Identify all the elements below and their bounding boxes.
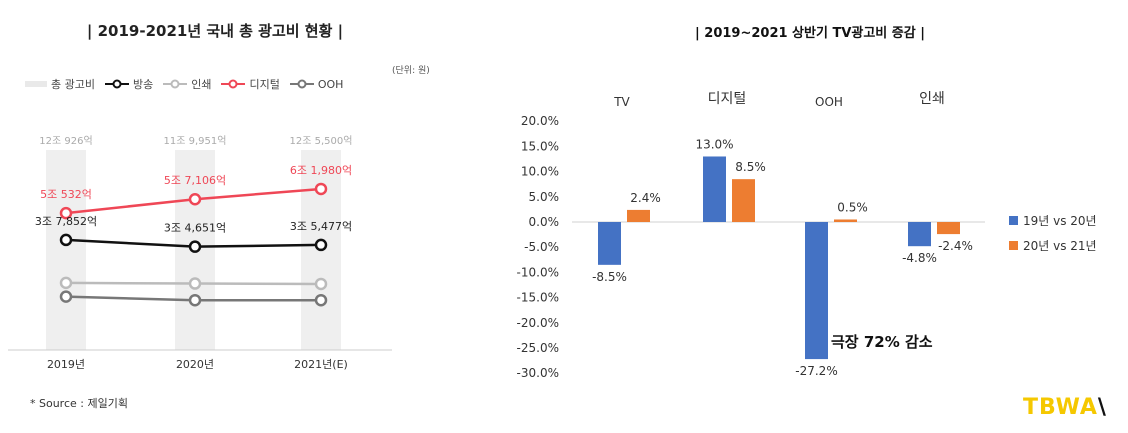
data-point <box>314 182 328 196</box>
y-tick-label: -15.0% <box>517 291 559 305</box>
bar <box>937 222 960 235</box>
data-label: -4.8% <box>902 251 937 265</box>
data-point <box>314 238 328 252</box>
annotation-text: 극장 72% 감소 <box>831 333 933 351</box>
bar <box>908 222 931 247</box>
right-chart-legend: 19년 vs 20년 20년 vs 21년 <box>1009 212 1097 262</box>
data-label: 3조 4,651억 <box>164 222 226 235</box>
data-label: 3조 7,852억 <box>35 215 97 228</box>
total-label: 11조 9,951억 <box>164 135 227 147</box>
legend-item-print: 인쇄 <box>163 76 211 92</box>
legend-item-digital: 디지털 <box>221 76 280 92</box>
category-label: TV <box>613 95 630 109</box>
bar <box>805 222 828 360</box>
total-label: 12조 5,500억 <box>290 135 353 147</box>
y-tick-label: -20.0% <box>517 316 559 330</box>
bar <box>703 156 726 222</box>
y-tick-label: -25.0% <box>517 341 559 355</box>
left-chart-legend: 총 광고비 방송 인쇄 디지털 OOH <box>25 76 343 92</box>
category-label: 디지털 <box>708 91 747 107</box>
y-tick-label: 0.0% <box>529 215 560 229</box>
data-point <box>314 293 328 307</box>
tv-ad-change-chart: 20.0% 15.0% 10.0% 5.0% 0.0% -5.0% -10.0% -15.0%… <box>517 91 985 380</box>
legend-item-19v20: 19년 vs 20년 <box>1009 212 1097 229</box>
legend-label: 방송 <box>132 78 154 91</box>
total-bar <box>46 150 86 350</box>
x-tick-label: 2020년 <box>176 358 214 371</box>
total-label: 12조 926억 <box>39 135 92 147</box>
data-point <box>188 192 202 206</box>
total-ad-spend-chart: 12조 926억 11조 9,951억 12조 5,500억 2019년 2020년 20… <box>8 135 392 371</box>
y-tick-label: 15.0% <box>521 139 559 153</box>
data-point <box>188 277 202 290</box>
legend-label: 19년 vs 20년 <box>1023 214 1097 228</box>
legend-item-total: 총 광고비 <box>25 76 95 92</box>
y-tick-label: -30.0% <box>517 366 559 380</box>
legend-label: 디지털 <box>249 78 280 91</box>
legend-item-ooh: OOH <box>289 76 344 92</box>
bar <box>834 219 857 222</box>
legend-item-broadcast: 방송 <box>104 76 154 92</box>
y-tick-label: 20.0% <box>521 114 559 128</box>
data-point <box>59 233 73 247</box>
y-tick-label: -10.0% <box>517 265 559 279</box>
logo-text: TBWA <box>1023 395 1098 420</box>
data-label: -8.5% <box>592 270 627 284</box>
tbwa-logo: TBWA\ <box>1023 395 1107 420</box>
bar <box>627 209 650 222</box>
y-tick-label: 5.0% <box>529 190 560 204</box>
data-point <box>188 293 202 307</box>
legend-swatch-orange <box>1009 241 1018 250</box>
legend-label: 인쇄 <box>191 78 212 91</box>
data-point <box>188 240 202 253</box>
data-label: 0.5% <box>837 200 868 214</box>
x-tick-label: 2019년 <box>47 358 85 371</box>
left-chart-unit: (단위: 원) <box>392 66 430 76</box>
bar <box>732 179 755 222</box>
data-label: 3조 5,477억 <box>290 220 352 233</box>
data-point <box>314 277 328 291</box>
data-label: 8.5% <box>735 160 766 174</box>
source-note: * Source : 제일기획 <box>30 397 128 410</box>
data-label: 13.0% <box>695 137 733 151</box>
logo-mark: \ <box>1097 395 1107 420</box>
x-tick-label: 2021년(E) <box>294 358 348 371</box>
data-label: 5조 7,106억 <box>164 174 226 187</box>
left-chart-title: | 2019-2021년 국내 총 광고비 현황 | <box>86 22 344 40</box>
legend-swatch-blue <box>1009 216 1018 225</box>
data-label: 2.4% <box>630 191 661 205</box>
data-label: -27.2% <box>795 364 837 378</box>
data-point <box>59 276 73 290</box>
category-label: 인쇄 <box>919 91 945 107</box>
y-tick-label: 10.0% <box>521 165 559 179</box>
data-label: -2.4% <box>938 239 973 253</box>
legend-label: OOH <box>317 77 344 91</box>
legend-label: 총 광고비 <box>51 78 95 91</box>
legend-item-20v21: 20년 vs 21년 <box>1009 237 1097 254</box>
category-label: OOH <box>815 95 843 109</box>
data-label: 5조 532억 <box>40 188 92 201</box>
data-point <box>59 206 73 220</box>
right-chart-title: | 2019~2021 상반기 TV광고비 증감 | <box>695 26 925 41</box>
bar <box>598 222 621 265</box>
y-tick-label: -5.0% <box>524 240 559 254</box>
legend-label: 20년 vs 21년 <box>1023 239 1097 253</box>
data-point <box>59 290 73 303</box>
data-label: 6조 1,980억 <box>290 164 352 177</box>
